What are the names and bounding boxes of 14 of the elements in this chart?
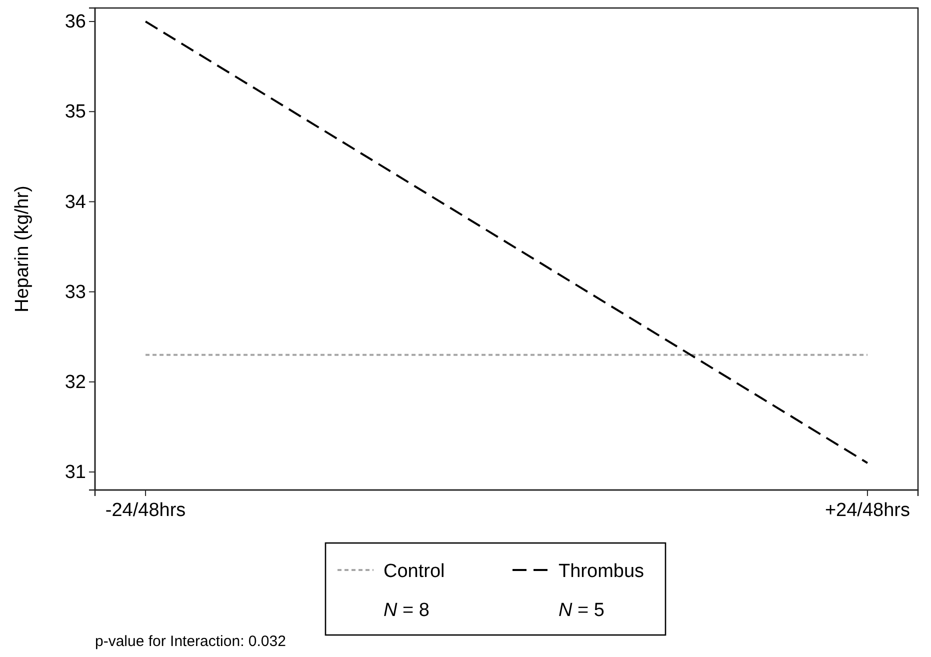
y-axis-title: Heparin (kg/hr) [12, 186, 33, 312]
y-tick-label: 32 [64, 372, 86, 393]
y-tick-label: 31 [64, 462, 86, 484]
x-tick-label: +24/48hrs [824, 500, 910, 522]
y-tick-label: 35 [64, 102, 86, 123]
text: N = 5 [558, 600, 604, 621]
legend-label: Thrombus [558, 561, 644, 582]
legend-label: Control [384, 561, 445, 582]
y-tick-label: 33 [64, 282, 86, 303]
text: p-value for Interaction: 0.032 [95, 633, 286, 650]
text: N = 8 [384, 600, 430, 621]
y-tick-label: 36 [64, 12, 86, 33]
y-tick-label: 34 [64, 192, 86, 213]
x-tick-label: -24/48hrs [105, 500, 186, 522]
